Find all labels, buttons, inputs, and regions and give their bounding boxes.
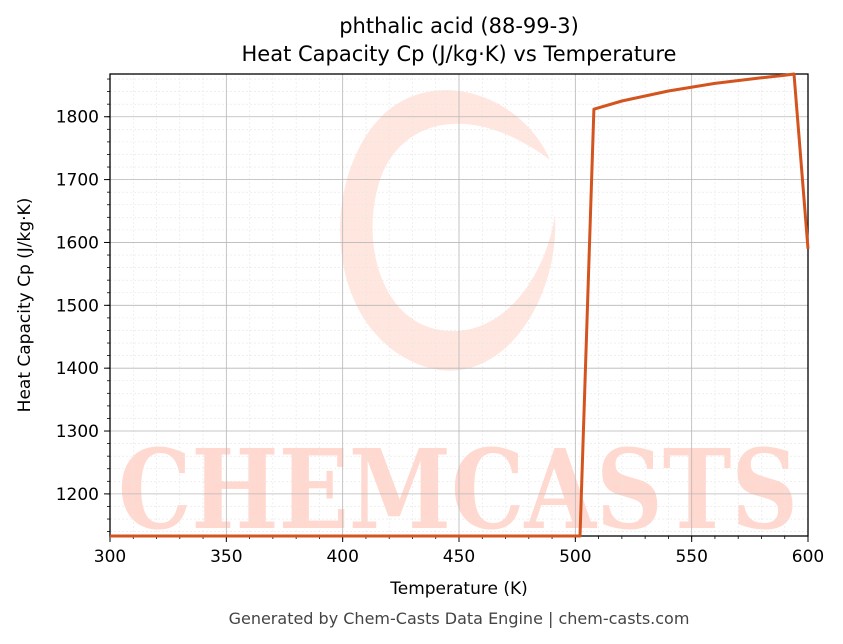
x-tick-label: 600: [792, 547, 824, 567]
series-layer: [110, 72, 810, 538]
y-tick-label: 1500: [56, 296, 99, 316]
watermark-text: CHEMCASTS: [118, 425, 798, 554]
x-axis-label: Temperature (K): [389, 579, 528, 599]
y-tick-label: 1700: [56, 171, 99, 191]
y-tick-label: 1400: [56, 359, 99, 379]
y-axis-label: Heat Capacity Cp (J/kg·K): [15, 198, 35, 413]
x-tick-label: 550: [675, 547, 707, 567]
chart-title-line1: phthalic acid (88-99-3): [339, 14, 579, 38]
x-tick-label: 450: [443, 547, 475, 567]
y-tick-label: 1200: [56, 485, 99, 505]
x-tick-label: 500: [559, 547, 591, 567]
chart-title-line2: Heat Capacity Cp (J/kg·K) vs Temperature: [242, 42, 677, 66]
footer-credit: Generated by Chem-Casts Data Engine | ch…: [229, 609, 690, 628]
series-line: [110, 72, 810, 538]
x-tick-label: 300: [94, 547, 126, 567]
x-axis: 300 350 400 450 500 550 600: [94, 536, 824, 567]
watermark-swirl-icon: [340, 90, 556, 371]
y-tick-label: 1800: [56, 108, 99, 128]
y-axis: 1200 1300 1400 1500 1600 1700 1800: [56, 78, 110, 532]
y-tick-label: 1600: [56, 233, 99, 253]
x-tick-label: 400: [326, 547, 358, 567]
watermark: CHEMCASTS: [118, 90, 798, 554]
y-tick-label: 1300: [56, 422, 99, 442]
x-tick-label: 350: [210, 547, 242, 567]
